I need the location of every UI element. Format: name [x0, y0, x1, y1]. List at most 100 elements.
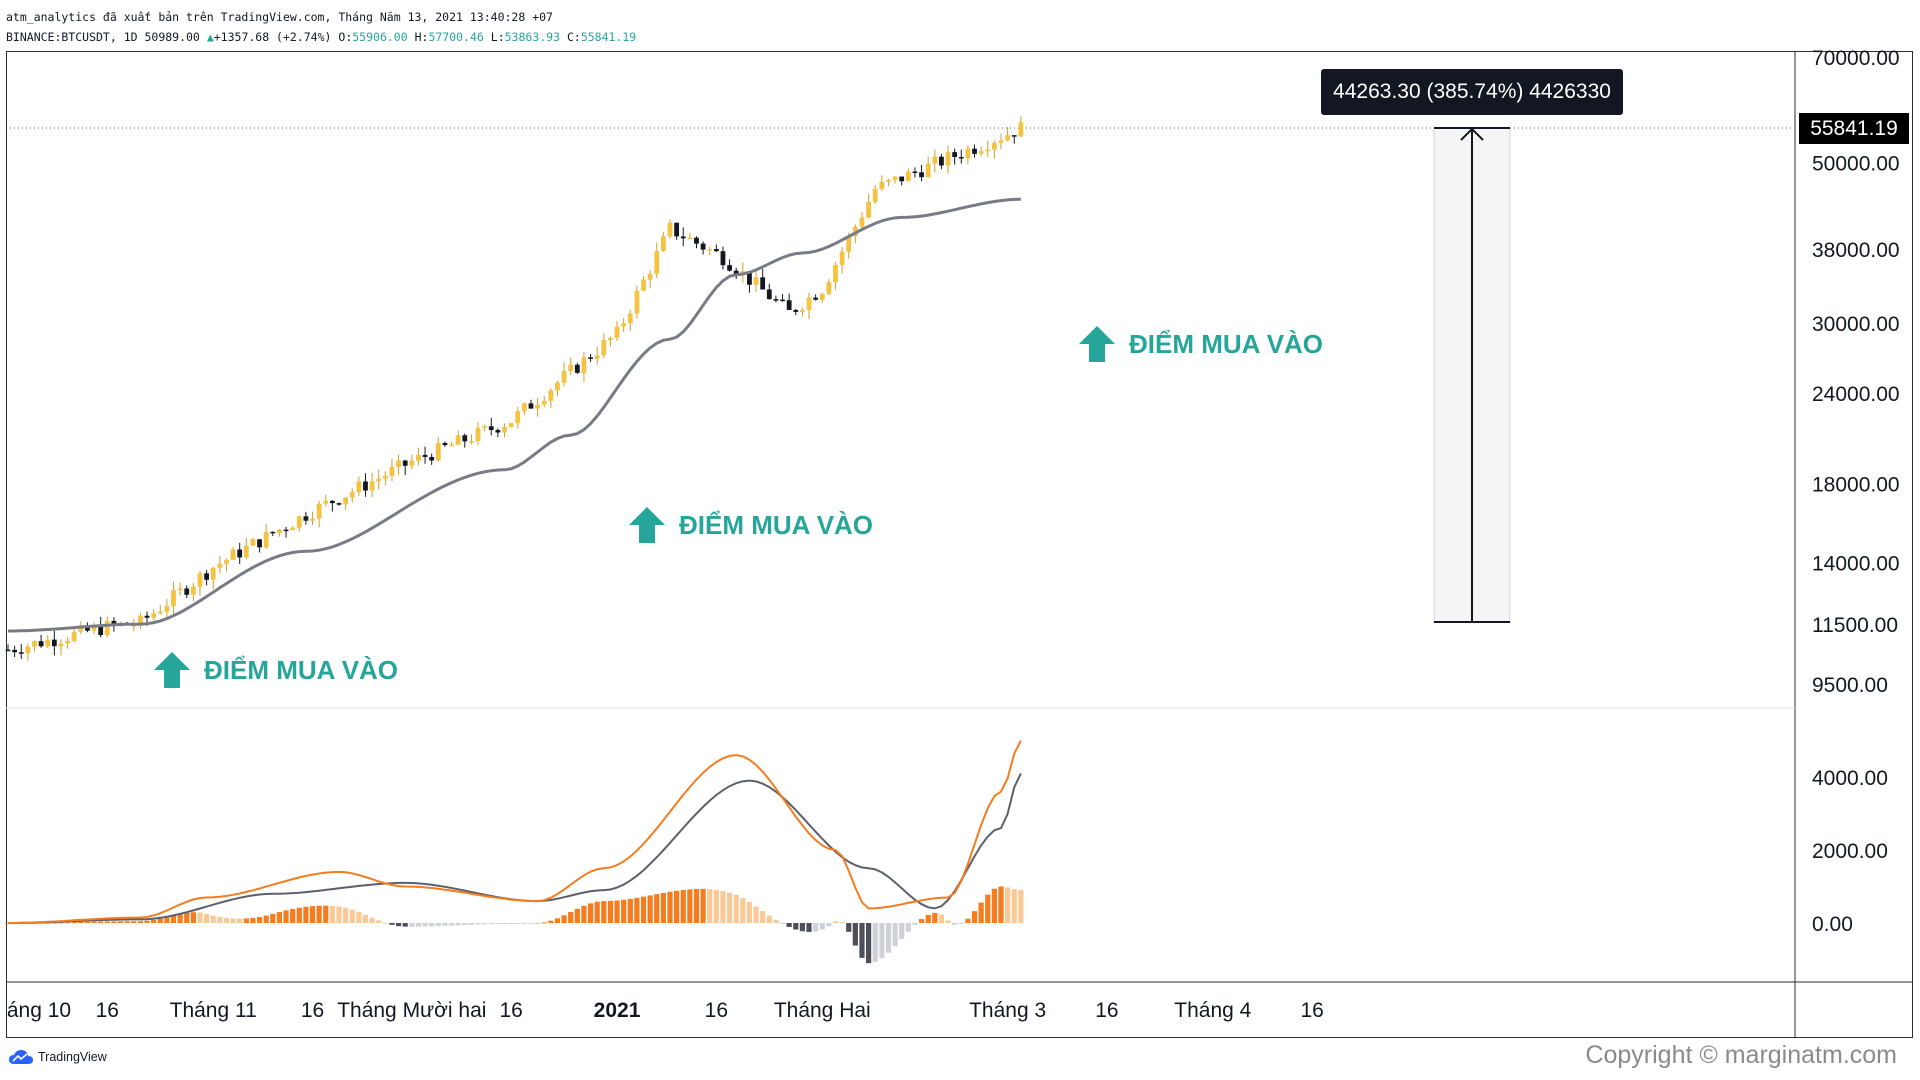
histogram-bar [270, 913, 276, 923]
histogram-bar [296, 907, 302, 923]
buy-label-text: ĐIỂM MUA VÀO [204, 654, 399, 685]
buy-annotation-3: ĐIỂM MUA VÀO [1077, 325, 1323, 363]
candle-body [210, 567, 216, 580]
candle-body [197, 573, 203, 587]
candle-body [449, 444, 454, 447]
histogram-bar [204, 913, 210, 923]
candle-body [429, 456, 435, 461]
candle-body [111, 620, 117, 625]
histogram-bar [554, 918, 561, 923]
histogram-bar [429, 923, 435, 927]
up-arrow-icon [629, 507, 665, 543]
candle-body [508, 423, 514, 428]
candle-body [482, 426, 488, 428]
candle-body [224, 559, 229, 564]
candle-body [138, 615, 143, 625]
candle-body [965, 148, 971, 159]
histogram-bar [521, 923, 527, 924]
macd-histogram [5, 886, 1024, 964]
histogram-bar [998, 886, 1004, 923]
histogram-bar [700, 888, 706, 923]
histogram-bar [607, 900, 614, 923]
histogram-bar [932, 912, 938, 923]
histogram-bar [647, 895, 653, 923]
candle-body [707, 249, 713, 251]
histogram-bar [866, 923, 872, 964]
candle-body [488, 426, 494, 430]
tradingview-brand: TradingView [38, 1050, 107, 1064]
histogram-bar [329, 905, 335, 923]
histogram-bar [726, 892, 733, 923]
last-price-tag: 55841.19 [1799, 113, 1909, 144]
candle-body [184, 588, 190, 595]
candle-body [65, 640, 70, 644]
histogram-bar [435, 923, 441, 927]
candle-body [694, 237, 699, 244]
histogram-bar [137, 921, 143, 923]
candle-body [919, 172, 924, 178]
histogram-bar [1005, 887, 1011, 923]
histogram-bar [991, 888, 997, 923]
candle-body [713, 249, 719, 252]
open-label: O: [338, 30, 353, 44]
candle-body [932, 156, 938, 164]
histogram-bar [535, 923, 541, 924]
time-tick-label: áng 10 [7, 999, 71, 1022]
candle-body [819, 294, 825, 300]
up-arrow-icon [1079, 326, 1115, 362]
candle-body [91, 625, 97, 631]
candle-body [846, 235, 852, 252]
histogram-bar [243, 918, 249, 923]
histogram-bar [409, 923, 415, 927]
candle-body [356, 481, 362, 493]
histogram-bar [415, 923, 422, 927]
histogram-bar [958, 923, 964, 924]
candle-body [422, 454, 428, 457]
candle-body [402, 460, 408, 466]
histogram-bar [899, 923, 905, 939]
histogram-bar [852, 923, 858, 946]
histogram-bar [124, 921, 130, 923]
candle-body [376, 478, 382, 482]
chart-frame[interactable] [6, 51, 1913, 1038]
candle-body [747, 271, 752, 285]
candle-body [349, 492, 355, 498]
time-tick-label: Tháng 4 [1174, 999, 1251, 1022]
candle-body [131, 624, 137, 627]
histogram-bar [978, 902, 984, 923]
candle-body [945, 152, 951, 166]
candle-body [674, 222, 680, 237]
candle-body [521, 403, 527, 412]
time-tick-label: 16 [301, 999, 324, 1022]
macd-tick-label: 4000.00 [1812, 767, 1888, 790]
histogram-bar [376, 920, 382, 923]
candle-body [389, 466, 395, 477]
histogram-bar [819, 923, 825, 930]
candle-body [323, 500, 329, 504]
histogram-bar [475, 923, 481, 925]
candle-body [104, 620, 110, 636]
candle-body [237, 549, 243, 558]
candle-body [12, 649, 18, 653]
time-tick-label: 16 [1300, 999, 1323, 1022]
histogram-bar [846, 923, 852, 932]
up-arrow-icon [154, 652, 190, 688]
price-tick-label: 24000.00 [1812, 383, 1900, 406]
histogram-bar [151, 919, 157, 923]
candle-body [634, 290, 640, 314]
candle-body [257, 539, 262, 548]
histogram-bar [660, 892, 666, 923]
low-value: 53863.93 [504, 30, 561, 44]
histogram-bar [190, 912, 196, 923]
histogram-bar [746, 902, 753, 923]
candle-body [833, 264, 838, 283]
tradingview-logo[interactable]: TradingView [8, 1049, 107, 1065]
candle-body [270, 531, 276, 534]
candle-body [654, 251, 660, 274]
candle-body [157, 611, 163, 614]
candle-body [886, 179, 891, 182]
histogram-bar [256, 916, 263, 923]
candle-body [588, 357, 593, 359]
candle-body [687, 237, 693, 240]
